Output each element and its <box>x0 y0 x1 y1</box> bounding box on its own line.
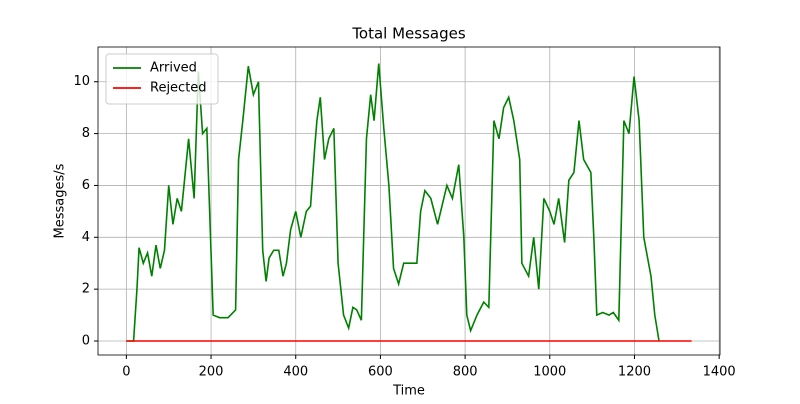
plot-frame <box>97 46 721 356</box>
legend-label: Arrived <box>150 61 197 76</box>
y-tick-label: 10 <box>73 74 90 89</box>
data-line <box>126 63 660 342</box>
x-tick-label: 600 <box>368 365 393 380</box>
legend-label: Rejected <box>150 81 207 96</box>
legend-box <box>105 53 219 105</box>
x-tick-label: 800 <box>453 365 478 380</box>
x-tick-label: 400 <box>283 365 308 380</box>
x-tick-label: 1400 <box>703 365 736 380</box>
y-tick-label: 6 <box>82 178 90 193</box>
x-axis-label: Time <box>392 384 425 399</box>
x-tick-label: 1000 <box>533 365 566 380</box>
y-tick-label: 2 <box>82 282 90 297</box>
x-tick-label: 1200 <box>618 365 651 380</box>
x-tick-label: 0 <box>122 365 130 380</box>
chart-title: Total Messages <box>351 25 466 43</box>
x-tick-label: 200 <box>199 365 224 380</box>
y-axis-label: Messages/s <box>53 163 68 238</box>
y-tick-label: 8 <box>82 126 90 141</box>
y-tick-label: 4 <box>82 230 90 245</box>
y-tick-label: 0 <box>82 334 90 349</box>
